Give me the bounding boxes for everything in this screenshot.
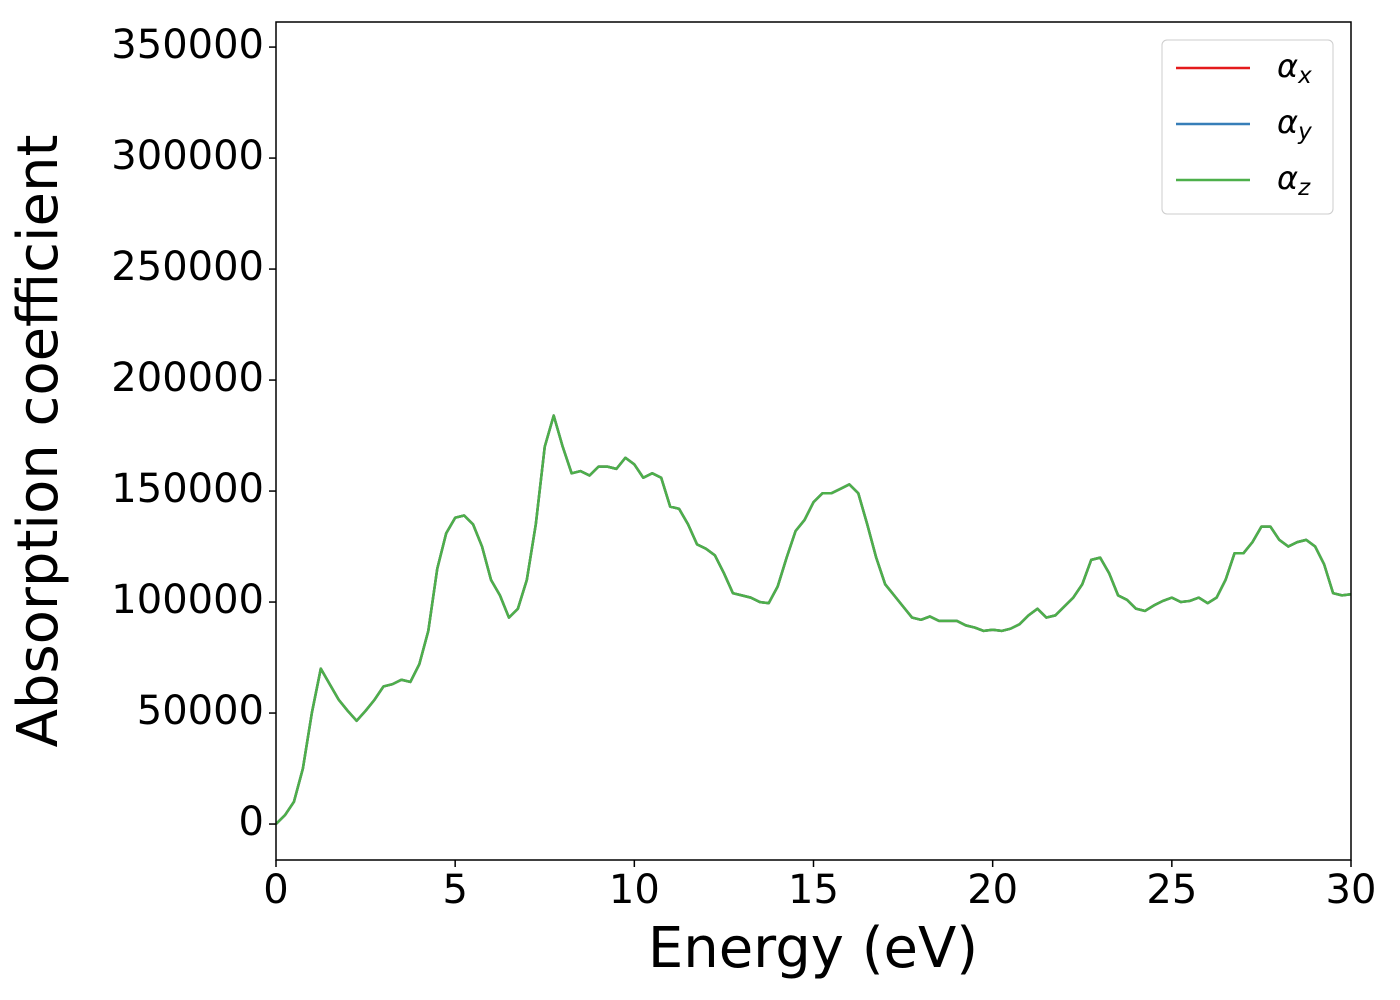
y-tick-label: 0 [239, 799, 264, 845]
x-tick-label: 10 [609, 867, 660, 913]
x-tick-label: 15 [788, 867, 839, 913]
x-tick-label: 0 [263, 867, 288, 913]
plot-frame [275, 21, 1352, 861]
y-tick-label: 50000 [137, 688, 264, 734]
y-tick-label: 250000 [111, 244, 264, 290]
legend-label: αx [1277, 47, 1312, 89]
data-line [276, 414, 1351, 825]
legend-label: αy [1277, 103, 1312, 145]
x-tick-label: 25 [1146, 867, 1197, 913]
data-line [276, 414, 1351, 825]
x-tick-label: 30 [1326, 867, 1377, 913]
plot [276, 414, 1351, 825]
x-axis-label: Energy (eV) [648, 916, 978, 981]
y-axis-label: Absorption coefficient [6, 135, 71, 748]
x-tick-label: 5 [442, 867, 467, 913]
data-line [276, 414, 1351, 825]
legend-box [1161, 39, 1334, 215]
x-tick-label: 20 [967, 867, 1018, 913]
y-tick-label: 200000 [111, 355, 264, 401]
y-tick-label: 100000 [111, 577, 264, 623]
y-tick-label: 300000 [111, 133, 264, 179]
legend-label: αz [1277, 159, 1311, 201]
y-tick-label: 350000 [111, 22, 264, 68]
y-tick-label: 150000 [111, 466, 264, 512]
